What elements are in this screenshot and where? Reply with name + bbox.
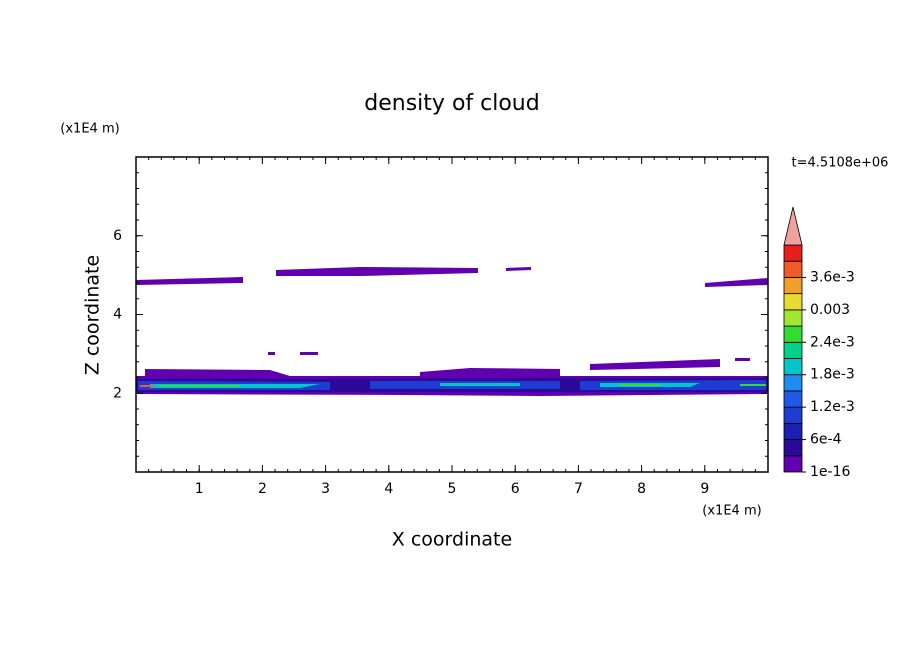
contour-region xyxy=(150,383,700,388)
y-tick-label: 2 xyxy=(113,385,122,401)
contour-field xyxy=(136,267,768,396)
colorbar-label: 6e-4 xyxy=(810,432,842,448)
x-tick-label: 7 xyxy=(574,481,583,497)
colorbar-band xyxy=(783,260,803,278)
y-tick-label: 4 xyxy=(113,307,122,323)
colorbar-band xyxy=(783,422,803,440)
x-tick-label: 1 xyxy=(195,481,204,497)
colorbar-band xyxy=(783,358,803,376)
colorbar-band xyxy=(783,455,803,473)
colorbar-band xyxy=(783,325,803,343)
x-tick-label: 2 xyxy=(258,481,267,497)
x-tick-label: 5 xyxy=(448,481,457,497)
colorbar-band xyxy=(783,390,803,408)
contour-region xyxy=(136,277,243,285)
x-axis-label: X coordinate xyxy=(392,529,512,551)
colorbar-label: 2.4e-3 xyxy=(810,334,855,350)
x-tick-label: 6 xyxy=(511,481,520,497)
contour-region xyxy=(160,384,766,387)
contour-region xyxy=(145,369,290,377)
colorbar-band xyxy=(783,244,803,262)
contour-region xyxy=(705,278,768,287)
colorbar-band xyxy=(783,374,803,392)
chart-title: density of cloud xyxy=(364,91,539,116)
colorbar-label: 1e-16 xyxy=(810,464,850,480)
colorbar-band xyxy=(783,341,803,359)
contour-region xyxy=(590,358,750,370)
colorbar-band xyxy=(783,293,803,311)
x-unit: (x1E4 m) xyxy=(702,504,761,519)
colorbar-band xyxy=(783,277,803,295)
colorbar-label: 0.003 xyxy=(810,302,850,318)
y-axis-label: Z coordinate xyxy=(82,255,104,375)
colorbar-label: 1.8e-3 xyxy=(810,367,855,383)
x-tick-label: 9 xyxy=(700,481,709,497)
x-tick-label: 3 xyxy=(321,481,330,497)
colorbar-band xyxy=(783,439,803,457)
colorbar-over xyxy=(783,206,803,246)
y-unit: (x1E4 m) xyxy=(60,122,119,137)
x-tick-label: 4 xyxy=(384,481,393,497)
contour-region xyxy=(268,352,318,355)
y-tick-label: 6 xyxy=(113,228,122,244)
colorbar-band xyxy=(783,309,803,327)
colorbar-label: 3.6e-3 xyxy=(810,269,855,285)
colorbar-band xyxy=(783,406,803,424)
contour-region xyxy=(276,267,478,276)
contour-region xyxy=(506,267,531,271)
x-tick-label: 8 xyxy=(637,481,646,497)
contour-region xyxy=(420,368,560,377)
colorbar-label: 1.2e-3 xyxy=(810,399,855,415)
time-label: t=4.5108e+06 xyxy=(792,156,889,171)
contour-region xyxy=(140,385,155,387)
